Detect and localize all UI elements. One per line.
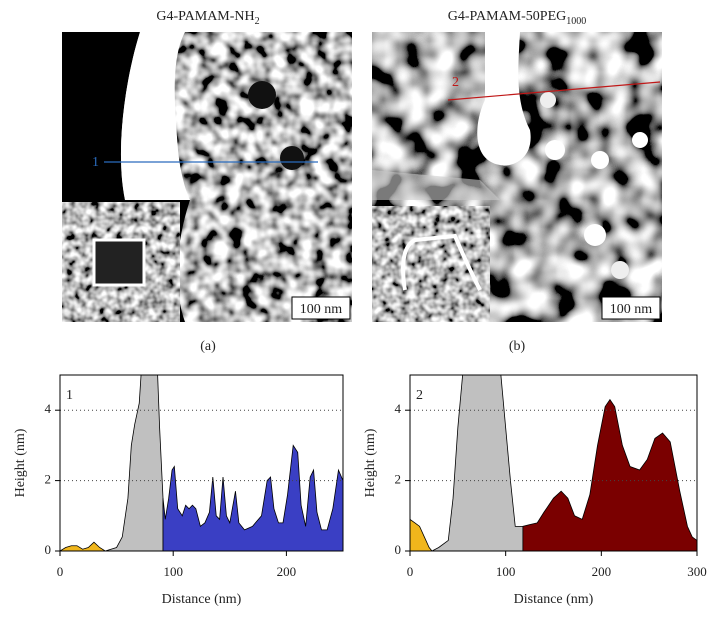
scale-bar: 100 nm (300, 302, 343, 317)
image-title: G4-PAMAM-50PEG1000 (448, 9, 587, 27)
afm-image (61, 32, 352, 323)
plot-frame (409, 374, 698, 552)
x-axis-label: Distance (nm) (514, 592, 594, 607)
y-tick-label: 0 (395, 542, 402, 557)
y-axis-label: Height (nm) (13, 428, 28, 497)
profile-area (410, 518, 433, 551)
plot-area (410, 375, 697, 551)
profile-label: 1 (66, 388, 73, 403)
scale-bar-box (601, 296, 661, 320)
x-tick-label: 100 (163, 564, 183, 579)
x-tick-label: 0 (407, 564, 414, 579)
profile-area (162, 444, 343, 551)
scale-bar: 100 nm (610, 302, 653, 317)
plot-frame (59, 374, 344, 552)
y-tick-label: 2 (395, 472, 402, 487)
profile-area (431, 375, 524, 551)
y-axis-label: Height (nm) (363, 428, 378, 497)
scale-bar-box (291, 296, 351, 320)
y-tick-label: 4 (395, 401, 402, 416)
profile-area (60, 541, 107, 551)
profile-area (522, 398, 697, 551)
line-label: 2 (452, 75, 459, 90)
afm-image (371, 32, 662, 323)
panel-label: (b) (509, 339, 526, 354)
x-tick-label: 100 (496, 564, 516, 579)
x-tick-label: 300 (687, 564, 707, 579)
y-tick-label: 4 (45, 401, 52, 416)
panel-label: (a) (200, 339, 216, 354)
x-tick-label: 0 (57, 564, 64, 579)
x-tick-label: 200 (277, 564, 297, 579)
y-tick-label: 2 (45, 472, 52, 487)
y-tick-label: 0 (45, 542, 52, 557)
profile-label: 2 (416, 388, 423, 403)
x-tick-label: 200 (592, 564, 612, 579)
line-label: 1 (92, 155, 99, 170)
plot-area (60, 375, 343, 551)
profile-area (105, 375, 164, 551)
image-title: G4-PAMAM-NH2 (156, 9, 259, 27)
x-axis-label: Distance (nm) (162, 592, 242, 607)
